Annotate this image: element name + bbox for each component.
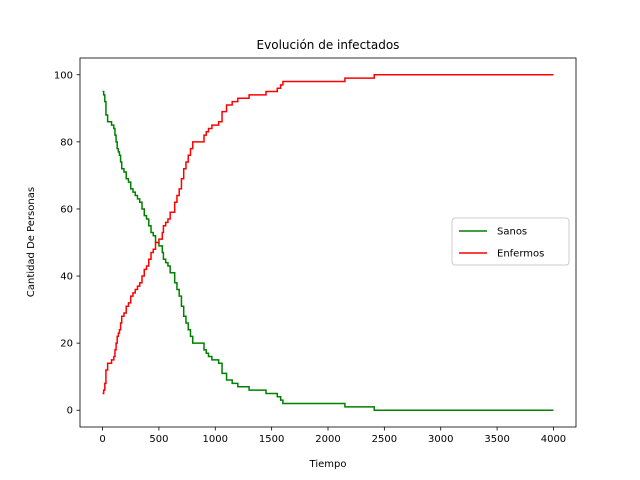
y-axis-label: Cantidad De Personas — [26, 187, 37, 297]
series-line-enfermos — [102, 74, 554, 395]
x-tick-label: 4000 — [541, 434, 566, 445]
legend: Sanos Enfermos — [451, 217, 570, 266]
legend-label-enfermos: Enfermos — [497, 249, 544, 260]
y-tick-label: 60 — [60, 204, 73, 215]
series-line-sanos — [102, 90, 554, 411]
x-tick-label: 3000 — [428, 434, 453, 445]
x-axis-label: Tiempo — [309, 459, 347, 470]
y-tick-label: 20 — [60, 339, 73, 350]
chart-title: Evolución de infectados — [257, 38, 400, 52]
x-tick-label: 0 — [99, 434, 105, 445]
x-tick-label: 1500 — [259, 434, 284, 445]
x-tick-label: 3500 — [484, 434, 509, 445]
y-tick-label: 80 — [60, 137, 73, 148]
y-tick-label: 100 — [54, 70, 73, 81]
x-tick-label: 1000 — [203, 434, 228, 445]
legend-label-sanos: Sanos — [497, 227, 527, 238]
series-layer — [102, 74, 554, 411]
x-tick-label: 2000 — [315, 434, 340, 445]
x-tick-label: 500 — [149, 434, 168, 445]
y-tick-label: 40 — [60, 272, 73, 283]
x-tick-label: 2500 — [372, 434, 397, 445]
axes-layer: 0 500 1000 1500 2000 2500 3000 3500 4000 0 20 40 60 8… — [54, 57, 577, 445]
y-tick-label: 0 — [67, 406, 73, 417]
